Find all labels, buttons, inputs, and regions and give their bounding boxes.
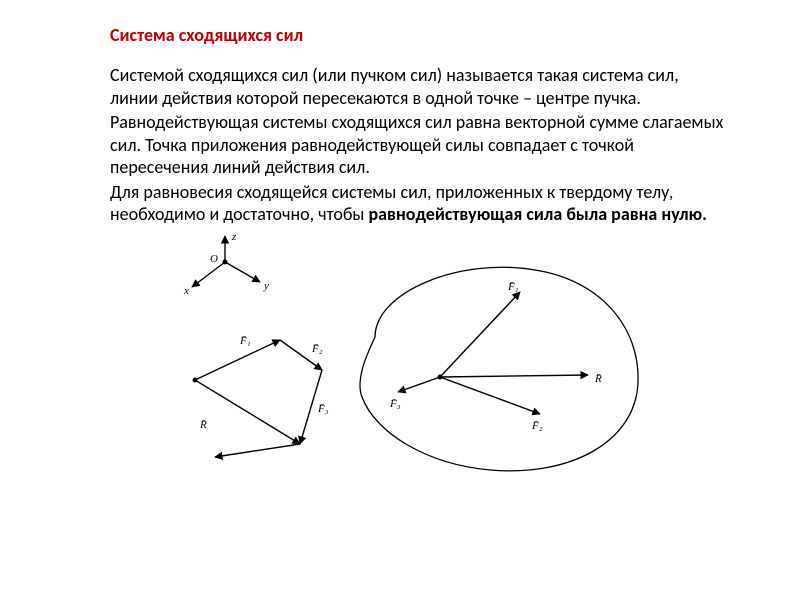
svg-text:x: x: [183, 285, 189, 297]
svg-text:F̄₂: F̄₂: [311, 343, 323, 355]
paragraph-2: Равнодействующая системы сходящихся сил …: [110, 111, 730, 179]
svg-text:z: z: [231, 232, 237, 243]
svg-text:R̄: R̄: [199, 419, 207, 431]
svg-text:F̄₃: F̄₃: [389, 398, 401, 410]
svg-text:F̄₂: F̄₂: [531, 420, 543, 432]
slide-page: Система сходящихся сил Системой сходящих…: [0, 0, 800, 502]
svg-text:R̄: R̄: [594, 373, 602, 385]
svg-text:F̄₁: F̄₁: [239, 335, 251, 347]
paragraph-3: Для равновесия сходящейся системы сил, п…: [110, 181, 730, 226]
svg-text:y: y: [263, 280, 269, 292]
paragraph-3-strong: равнодействующая сила была равна нулю.: [369, 203, 707, 225]
svg-text:O: O: [210, 253, 218, 265]
forces-diagram: z x y O F̄₁ F̄₂ F̄₃ R̄ F̄₁ R̄ F̄₂ F̄₃: [140, 232, 660, 492]
slide-title: Система сходящихся сил: [110, 24, 730, 46]
svg-text:F̄₃: F̄₃: [317, 403, 329, 415]
paragraph-1: Системой сходящихся сил (или пучком сил)…: [110, 64, 730, 109]
svg-text:F̄₁: F̄₁: [507, 281, 519, 293]
